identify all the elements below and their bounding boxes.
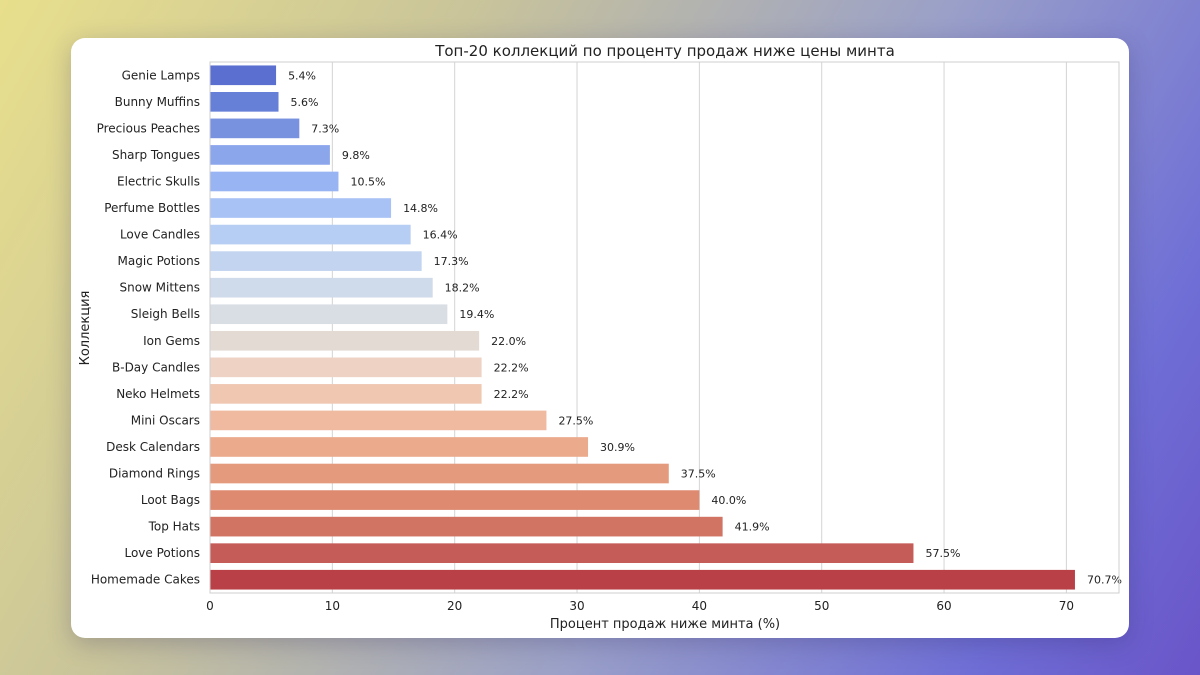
bar xyxy=(210,516,723,537)
x-axis-label: Процент продаж ниже минта (%) xyxy=(550,617,780,632)
bars xyxy=(210,65,1075,590)
data-label: 18.2% xyxy=(445,282,480,295)
x-tick-label: 40 xyxy=(692,599,707,613)
x-tick-label: 30 xyxy=(569,599,584,613)
bar xyxy=(210,92,279,112)
bar xyxy=(210,437,589,457)
y-axis-label: Коллекция xyxy=(78,291,93,366)
chart-title: Топ-20 коллекций по проценту продаж ниже… xyxy=(434,42,895,60)
bar xyxy=(210,251,422,271)
x-tick-label: 20 xyxy=(447,599,462,613)
data-label: 7.3% xyxy=(311,122,339,135)
category-labels: Genie Lamps Bunny Muffins Precious Peaches… xyxy=(91,68,200,586)
data-label: 17.3% xyxy=(434,255,469,268)
data-label: 22.0% xyxy=(491,335,526,348)
x-tick-label: 60 xyxy=(936,599,951,613)
category-label: Loot Bags xyxy=(141,493,200,507)
x-tick-label: 70 xyxy=(1059,599,1074,613)
category-label: Love Candles xyxy=(120,228,200,242)
category-label: Diamond Rings xyxy=(109,467,200,481)
data-label: 22.2% xyxy=(494,361,529,374)
data-label: 5.4% xyxy=(288,69,316,82)
category-label: Neko Helmets xyxy=(116,387,200,401)
plot-frame xyxy=(209,61,1120,594)
data-label: 16.4% xyxy=(423,229,458,242)
x-tick-label: 50 xyxy=(814,599,829,613)
bar xyxy=(210,384,482,404)
data-label: 70.7% xyxy=(1087,574,1122,587)
data-label: 10.5% xyxy=(350,175,385,188)
data-label: 37.5% xyxy=(681,468,716,481)
category-label: Sleigh Bells xyxy=(131,307,200,321)
value-labels: 5.4% 5.6% 7.3% 9.8% 10.5% 14.8% 16.4% 17.3% 18.2… xyxy=(288,69,1122,586)
bar xyxy=(210,118,300,139)
data-label: 57.5% xyxy=(925,547,960,560)
category-label: Desk Calendars xyxy=(106,440,200,454)
data-label: 9.8% xyxy=(342,149,370,162)
category-label: Homemade Cakes xyxy=(91,573,200,587)
bar xyxy=(210,490,700,510)
bar xyxy=(210,330,480,351)
data-label: 27.5% xyxy=(558,414,593,427)
bar xyxy=(210,145,330,165)
bar xyxy=(210,171,339,192)
category-label: Genie Lamps xyxy=(122,68,200,82)
category-label: Perfume Bottles xyxy=(104,201,200,215)
bar xyxy=(210,410,547,431)
bar xyxy=(210,569,1075,590)
bar xyxy=(210,543,914,563)
category-label: Precious Peaches xyxy=(97,121,200,135)
bar xyxy=(210,357,482,378)
data-label: 22.2% xyxy=(494,388,529,401)
category-label: Ion Gems xyxy=(143,334,200,348)
category-label: Electric Skulls xyxy=(117,174,200,188)
category-label: Bunny Muffins xyxy=(115,95,200,109)
data-label: 40.0% xyxy=(711,494,746,507)
bar xyxy=(210,463,669,484)
category-label: Snow Mittens xyxy=(119,281,200,295)
x-tick-label: 10 xyxy=(325,599,340,613)
bar xyxy=(210,198,392,218)
data-label: 5.6% xyxy=(291,96,319,109)
category-label: Love Potions xyxy=(124,546,200,560)
grid-lines xyxy=(209,62,1067,593)
data-label: 30.9% xyxy=(600,441,635,454)
bar xyxy=(210,277,433,298)
data-label: 19.4% xyxy=(459,308,494,321)
bar xyxy=(210,224,411,245)
category-label: Top Hats xyxy=(148,520,200,534)
category-label: Magic Potions xyxy=(118,254,200,268)
x-ticks: 0 10 20 30 40 50 60 70 xyxy=(206,599,1074,613)
category-label: Mini Oscars xyxy=(131,413,200,427)
bar xyxy=(210,304,448,325)
category-label: Sharp Tongues xyxy=(112,148,200,162)
x-tick-label: 0 xyxy=(206,599,214,613)
bar xyxy=(210,65,277,86)
data-label: 14.8% xyxy=(403,202,438,215)
data-label: 41.9% xyxy=(735,521,770,534)
category-label: B-Day Candles xyxy=(112,360,200,374)
bar-chart: Топ-20 коллекций по проценту продаж ниже… xyxy=(78,42,1122,632)
chart-card: Топ-20 коллекций по проценту продаж ниже… xyxy=(71,38,1129,638)
